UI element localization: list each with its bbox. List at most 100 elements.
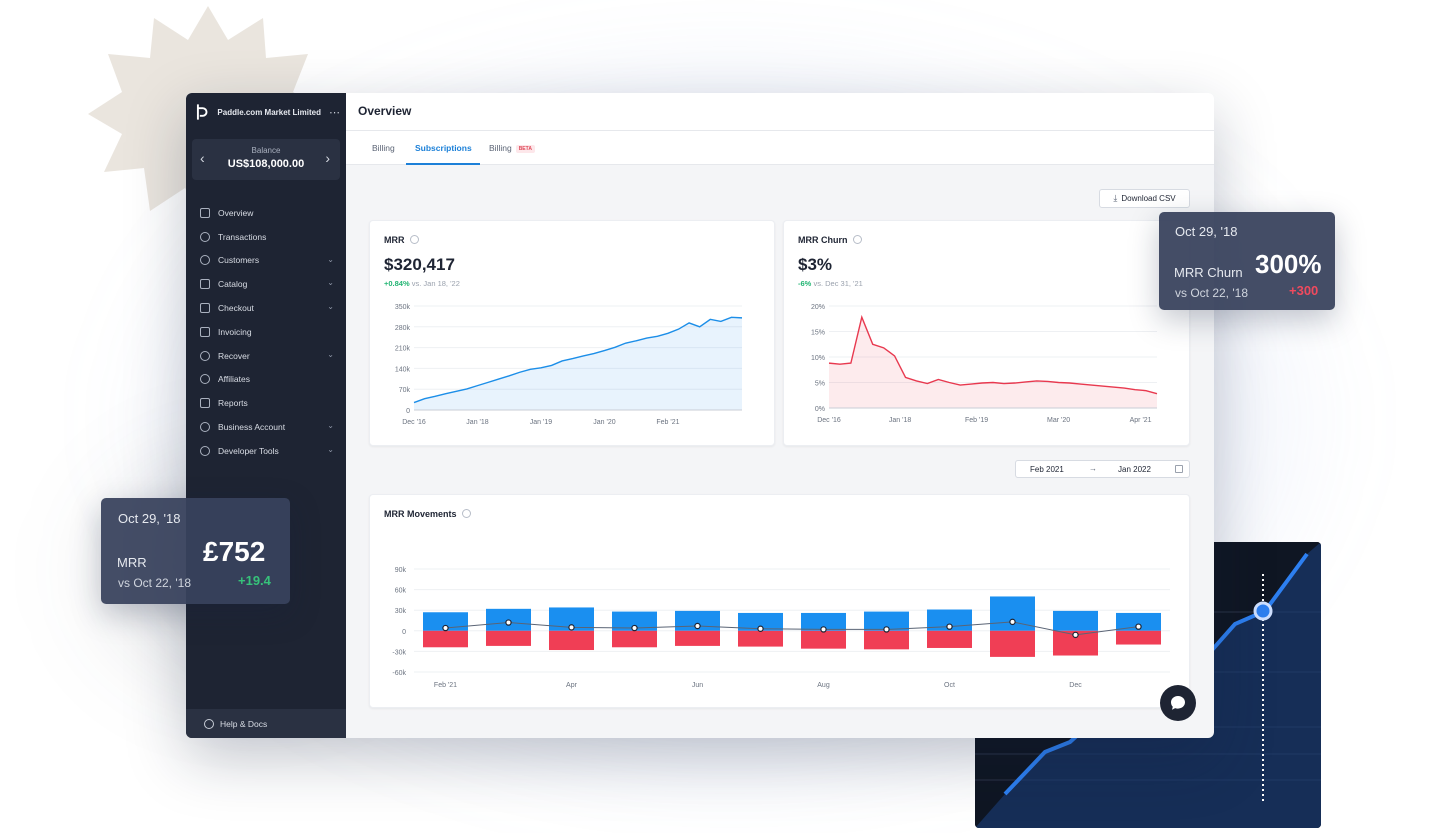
bar-negative bbox=[549, 630, 594, 651]
bar-negative bbox=[801, 630, 846, 649]
net-point bbox=[757, 625, 764, 632]
net-point bbox=[505, 619, 512, 626]
mrr-value: $320,417 bbox=[384, 255, 455, 274]
bar-negative bbox=[612, 630, 657, 648]
bar-negative bbox=[927, 630, 972, 648]
download-label: Download CSV bbox=[1121, 194, 1176, 203]
card-title: MRR bbox=[384, 235, 405, 245]
mrr-card: MRR $320,417 +0.84% vs. Jan 18, '22 350k… bbox=[369, 220, 775, 446]
mrr-title: MRR bbox=[384, 235, 419, 245]
tooltip-change: +19.4 bbox=[238, 573, 271, 588]
chat-button[interactable] bbox=[1160, 685, 1196, 721]
y-tick-label: 0 bbox=[402, 629, 406, 636]
bar-negative bbox=[423, 630, 468, 648]
bar-negative bbox=[1116, 630, 1161, 645]
info-icon[interactable] bbox=[409, 235, 419, 244]
tooltip-change: +300 bbox=[1289, 283, 1319, 298]
y-tick-label: 60k bbox=[395, 588, 407, 595]
sidebar-item-label: Overview bbox=[218, 207, 254, 218]
sidebar-item-business-account[interactable]: Business Account ⌄ bbox=[186, 415, 346, 439]
info-icon[interactable] bbox=[461, 509, 471, 518]
delta-value: -6% bbox=[798, 279, 812, 288]
y-tick-label: 140k bbox=[395, 366, 411, 373]
series-line bbox=[828, 314, 1158, 395]
chevron-right-icon[interactable]: › bbox=[325, 150, 330, 166]
recover-icon bbox=[200, 350, 210, 361]
net-point bbox=[883, 626, 890, 633]
tab-label: Billing bbox=[489, 143, 512, 153]
sidebar-item-invoicing[interactable]: Invoicing bbox=[186, 320, 346, 344]
sidebar-item-recover[interactable]: Recover ⌄ bbox=[186, 344, 346, 368]
help-icon bbox=[204, 718, 214, 729]
chevron-left-icon[interactable]: ‹ bbox=[200, 150, 205, 166]
sidebar-item-reports[interactable]: Reports bbox=[186, 391, 346, 415]
y-tick-label: 30k bbox=[395, 608, 407, 615]
card-icon bbox=[200, 303, 210, 314]
sidebar-item-overview[interactable]: Overview bbox=[186, 201, 346, 225]
calendar-icon bbox=[1175, 465, 1183, 473]
bar-negative bbox=[990, 630, 1035, 657]
sidebar-item-catalog[interactable]: Catalog ⌄ bbox=[186, 272, 346, 296]
x-tick-label: Feb '21 bbox=[434, 682, 457, 689]
x-tick-label: Apr bbox=[566, 682, 578, 689]
info-icon[interactable] bbox=[852, 235, 862, 244]
balance-widget: ‹ Balance US$108,000.00 › bbox=[192, 139, 340, 180]
net-line bbox=[445, 621, 1139, 636]
tooltip-compare: vs Oct 22, '18 bbox=[118, 576, 191, 590]
chevron-down-icon: ⌄ bbox=[327, 421, 334, 431]
y-tick-label: 90k bbox=[395, 567, 407, 574]
net-point bbox=[1072, 631, 1079, 639]
sidebar-item-developer-tools[interactable]: Developer Tools ⌄ bbox=[186, 439, 346, 463]
card-title: MRR Churn bbox=[798, 235, 848, 245]
date-range-picker[interactable]: Feb 2021 → Jan 2022 bbox=[1015, 460, 1190, 478]
bar-negative bbox=[864, 630, 909, 650]
mrr-tooltip: Oct 29, '18 MRR £752 vs Oct 22, '18 +19.… bbox=[101, 498, 290, 604]
sidebar-item-customers[interactable]: Customers ⌄ bbox=[186, 249, 346, 273]
churn-chart: 20% 15% 10% 5% 0% Dec '16 Jan '18 Feb '19 Mar '2… bbox=[811, 304, 1158, 424]
y-tick-label: 280k bbox=[395, 325, 411, 332]
sidebar-item-checkout[interactable]: Checkout ⌄ bbox=[186, 296, 346, 320]
chevron-down-icon: ⌄ bbox=[327, 444, 334, 454]
x-tick-label: Jun bbox=[692, 682, 703, 689]
net-point bbox=[442, 624, 449, 632]
download-csv-button[interactable]: ⤓ Download CSV bbox=[1099, 189, 1190, 208]
balance-label: Balance bbox=[251, 146, 281, 155]
sidebar-item-transactions[interactable]: Transactions bbox=[186, 225, 346, 249]
brand[interactable]: Paddle.com Market Limited ⋯ bbox=[196, 99, 341, 125]
sidebar-item-label: Invoicing bbox=[218, 326, 252, 337]
net-point bbox=[1135, 623, 1142, 630]
y-tick-label: 70k bbox=[399, 387, 411, 394]
range-from: Feb 2021 bbox=[1030, 465, 1064, 474]
bar-negative bbox=[486, 630, 531, 646]
x-tick-label: Mar '20 bbox=[1047, 417, 1070, 424]
users-icon bbox=[200, 255, 210, 266]
tooltip-metric: MRR bbox=[117, 555, 147, 570]
sidebar-item-label: Catalog bbox=[218, 279, 248, 290]
sidebar-item-label: Reports bbox=[218, 398, 248, 409]
y-tick-label: 15% bbox=[811, 330, 825, 337]
x-tick-label: Dec '16 bbox=[817, 417, 841, 424]
bar-positive bbox=[864, 611, 909, 631]
y-tick-label: 0 bbox=[406, 408, 410, 415]
bar-negative bbox=[738, 630, 783, 647]
tab-billing-beta[interactable]: Billing BETA bbox=[489, 143, 535, 153]
sidebar: Paddle.com Market Limited ⋯ ‹ Balance US… bbox=[186, 93, 346, 738]
help-docs-link[interactable]: Help & Docs bbox=[186, 709, 346, 738]
tab-billing[interactable]: Billing bbox=[372, 143, 395, 153]
tab-subscriptions[interactable]: Subscriptions bbox=[415, 143, 472, 153]
y-tick-label: 5% bbox=[815, 381, 825, 388]
sidebar-item-affiliates[interactable]: Affiliates bbox=[186, 368, 346, 392]
more-icon[interactable]: ⋯ bbox=[329, 106, 341, 119]
delta-ref: vs. Jan 18, '22 bbox=[411, 279, 460, 288]
sidebar-item-label: Business Account bbox=[218, 422, 286, 433]
chevron-down-icon: ⌄ bbox=[327, 302, 334, 312]
x-tick-label: Jan '18 bbox=[889, 417, 911, 424]
overview-icon bbox=[200, 207, 210, 218]
net-point bbox=[820, 626, 827, 633]
churn-tooltip: Oct 29, '18 MRR Churn 300% vs Oct 22, '1… bbox=[1159, 212, 1335, 310]
tab-bar: Billing Subscriptions Billing BETA bbox=[346, 131, 1214, 165]
bar-negative bbox=[675, 630, 720, 646]
sidebar-nav: Overview Transactions Customers ⌄ Catalog… bbox=[186, 201, 346, 463]
bar-positive bbox=[990, 596, 1035, 631]
